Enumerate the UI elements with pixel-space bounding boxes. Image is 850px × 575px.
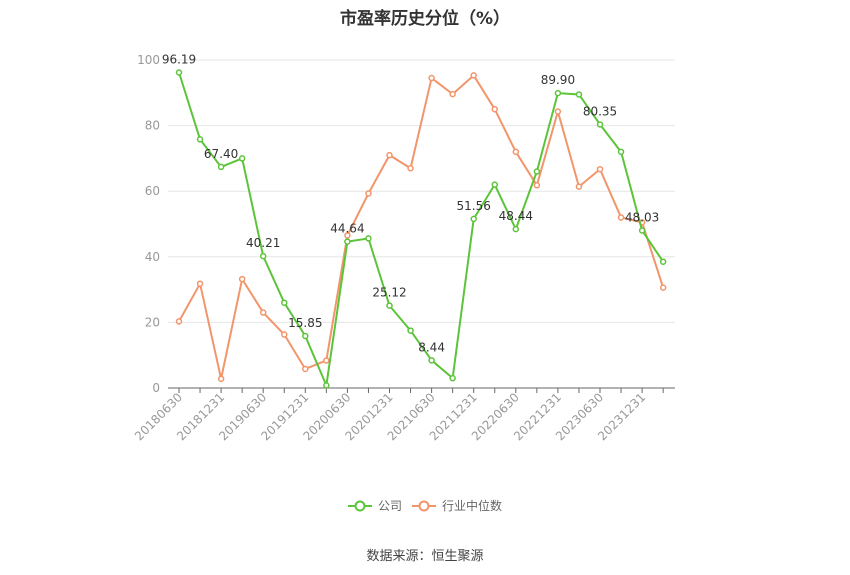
data-point <box>470 215 477 223</box>
data-point <box>491 105 498 113</box>
data-point <box>428 74 435 82</box>
data-point <box>238 275 246 283</box>
data-label: 48.03 <box>625 210 659 224</box>
data-point <box>175 69 183 76</box>
legend-label: 行业中位数 <box>442 498 502 513</box>
data-point <box>428 357 435 364</box>
data-point <box>196 136 204 143</box>
data-label: 40.21 <box>246 236 280 250</box>
y-tick-label: 0 <box>152 381 160 395</box>
data-point <box>554 89 562 97</box>
data-label: 96.19 <box>162 52 196 66</box>
data-label: 8.44 <box>418 340 445 354</box>
series-line-1 <box>178 74 665 380</box>
chart-title: 市盈率历史分位（%） <box>339 9 511 29</box>
data-point <box>259 309 267 316</box>
data-point <box>323 382 330 389</box>
data-point <box>365 190 372 197</box>
legend-item-0: 公司 <box>348 499 402 513</box>
data-point <box>617 148 625 156</box>
legend-marker <box>418 500 430 512</box>
data-point <box>617 214 625 221</box>
data-point <box>512 225 520 233</box>
data-point <box>323 357 330 364</box>
y-tick-label: 20 <box>145 315 160 329</box>
data-label: 48.44 <box>499 209 533 223</box>
data-point <box>596 165 604 173</box>
legend-item-1: 行业中位数 <box>412 498 502 513</box>
data-label: 67.40 <box>204 147 238 161</box>
data-point <box>638 227 646 234</box>
legend-marker <box>354 500 366 512</box>
series-lines <box>175 69 667 389</box>
data-label: 15.85 <box>288 316 322 330</box>
data-labels: 96.19 67.40 40.21 15.85 44.64 25.12 8.44 51.56 4… <box>162 52 659 354</box>
data-point <box>217 375 225 383</box>
data-point <box>175 318 183 325</box>
y-axis-ticks: 0 20 40 60 80 100 <box>137 53 160 395</box>
data-point <box>449 90 456 98</box>
data-source-note: 数据来源：恒生聚源 <box>366 549 484 564</box>
legend: 公司 行业中位数 <box>348 498 502 513</box>
data-point <box>386 151 393 159</box>
data-point <box>238 155 246 162</box>
data-point <box>596 121 604 128</box>
data-point <box>575 91 583 98</box>
data-point <box>386 302 393 309</box>
x-axis: 2018063020181231201906302019123120200630… <box>132 387 675 443</box>
data-point <box>659 284 667 291</box>
data-point <box>281 299 288 306</box>
data-point <box>554 108 562 115</box>
data-point <box>259 252 267 260</box>
data-point <box>449 374 456 382</box>
data-point <box>659 258 667 265</box>
data-point <box>575 183 583 190</box>
data-label: 80.35 <box>583 104 617 118</box>
y-tick-label: 60 <box>145 184 160 198</box>
data-point <box>344 232 351 239</box>
legend-label: 公司 <box>378 499 402 513</box>
data-point <box>512 148 520 156</box>
data-point <box>365 235 372 242</box>
data-point <box>281 331 288 338</box>
data-label: 89.90 <box>541 73 575 87</box>
data-label: 51.56 <box>457 199 491 213</box>
y-tick-label: 80 <box>145 119 160 133</box>
data-label: 25.12 <box>372 286 406 300</box>
data-point <box>196 280 204 287</box>
series-line-0 <box>178 72 664 387</box>
data-point <box>344 238 351 245</box>
data-point <box>491 181 498 188</box>
data-point <box>407 164 414 172</box>
data-point <box>470 72 477 79</box>
data-point <box>302 365 309 373</box>
data-point <box>217 163 225 171</box>
data-point <box>533 168 541 175</box>
y-tick-label: 40 <box>145 250 160 264</box>
data-point <box>302 332 309 340</box>
data-point <box>407 327 414 334</box>
data-label: 44.64 <box>330 222 364 236</box>
y-tick-label: 100 <box>137 53 160 67</box>
data-point <box>533 182 541 189</box>
